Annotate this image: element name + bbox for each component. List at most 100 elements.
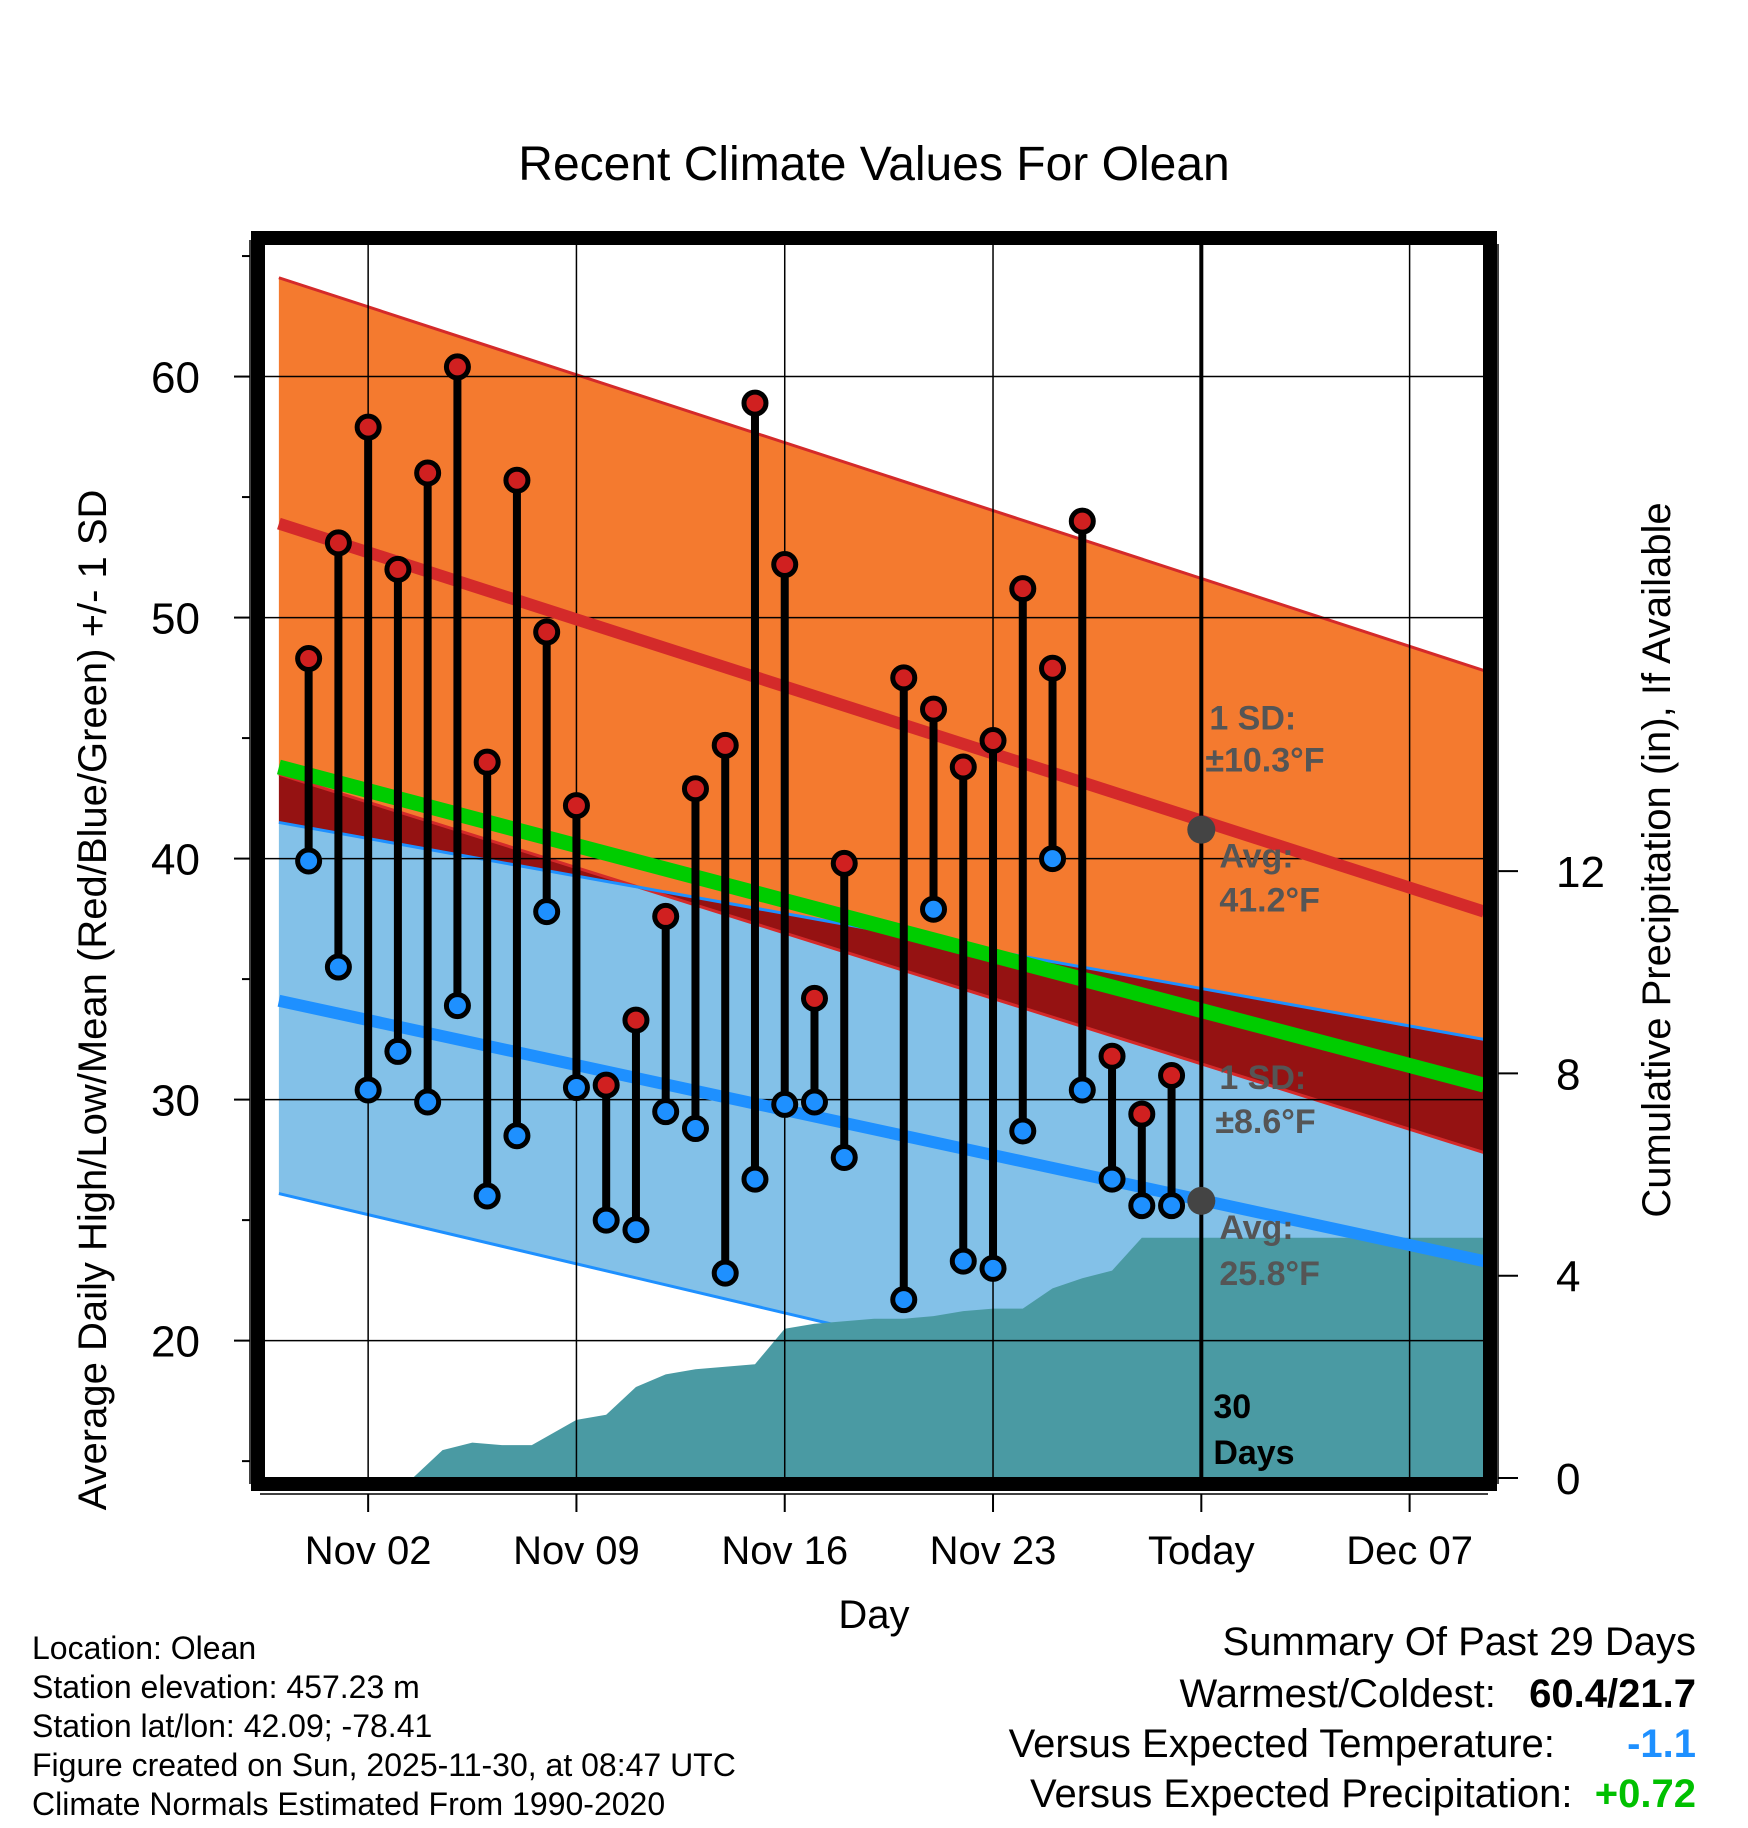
observed-high-point	[741, 389, 769, 417]
observed-low-point	[622, 1216, 650, 1244]
observed-high-point	[1098, 1042, 1126, 1070]
observed-low-point	[1009, 1117, 1037, 1145]
observed-high-point	[800, 984, 828, 1012]
summary-temp-value: -1.1	[1627, 1722, 1696, 1766]
observed-low-point	[384, 1037, 412, 1065]
observed-low-point	[562, 1074, 590, 1102]
observed-low-point	[652, 1098, 680, 1126]
high-sd-value: ±10.3°F	[1205, 742, 1324, 780]
observed-high-point	[681, 775, 709, 803]
observed-low-point	[533, 898, 561, 926]
observed-low-point	[1158, 1192, 1186, 1220]
y-tick-label: 20	[151, 1318, 200, 1367]
precipitation-area	[278, 1237, 1484, 1478]
observed-high-point	[771, 551, 799, 579]
high-avg-label: Avg:	[1219, 838, 1293, 876]
summary-temp-label: Versus Expected Temperature:	[1008, 1722, 1555, 1766]
high-avg-value: 41.2°F	[1219, 882, 1320, 920]
observed-high-point	[1039, 654, 1067, 682]
observed-high-point	[414, 459, 442, 487]
observed-high-point	[1128, 1100, 1156, 1128]
observed-high-point	[711, 731, 739, 759]
observed-high-point	[443, 353, 471, 381]
info-elevation: Station elevation: 457.23 m	[32, 1669, 420, 1705]
observed-high-point	[324, 529, 352, 557]
observed-low-point	[830, 1143, 858, 1171]
observed-high-point	[354, 413, 382, 441]
observed-low-point	[771, 1090, 799, 1118]
summary-warm-cold: Warmest/Coldest: 60.4/21.7	[1179, 1672, 1696, 1717]
low-avg-value: 25.8°F	[1219, 1255, 1320, 1293]
y2-tick-label: 12	[1556, 848, 1605, 897]
high-avg-line	[277, 517, 1484, 918]
y-axis-right-label: Cumulative Precipitation (in), If Availa…	[1635, 502, 1679, 1217]
plot-overlay: 1 SD: ±10.3°F Avg: 41.2°F 1 SD: ±8.6°F Avg: 25.…	[151, 231, 1605, 1573]
observed-low-point	[920, 895, 948, 923]
observed-low-point	[711, 1259, 739, 1287]
y2-tick-label: 4	[1556, 1253, 1580, 1302]
observed-low-point	[473, 1182, 501, 1210]
observed-low-point	[592, 1206, 620, 1234]
observed-low-point	[681, 1115, 709, 1143]
observed-high-point	[562, 792, 590, 820]
high-sd-label: 1 SD:	[1209, 700, 1296, 738]
observed-high-point	[384, 555, 412, 583]
observed-low-point	[414, 1088, 442, 1116]
low-sd-label: 1 SD:	[1219, 1059, 1306, 1097]
observed-high-point	[979, 726, 1007, 754]
observed-low-point	[295, 847, 323, 875]
observed-high-point	[295, 645, 323, 673]
summary-warm-cold-label: Warmest/Coldest:	[1179, 1672, 1496, 1716]
observed-high-point	[592, 1071, 620, 1099]
observed-low-point	[503, 1122, 531, 1150]
observed-high-point	[622, 1006, 650, 1034]
x-tick-label: Dec 07	[1346, 1529, 1473, 1573]
observed-low-point	[800, 1088, 828, 1116]
today-low-avg-marker	[1187, 1186, 1216, 1215]
info-location: Location: Olean	[32, 1630, 257, 1666]
summary-precip-value: +0.72	[1594, 1772, 1696, 1816]
observed-high-point	[1009, 575, 1037, 603]
observed-high-point	[473, 748, 501, 776]
y-tick-label: 50	[151, 595, 200, 644]
observed-low-point	[354, 1076, 382, 1104]
x-tick-label: Nov 16	[721, 1529, 848, 1573]
observed-low-point	[741, 1165, 769, 1193]
summary-heading: Summary Of Past 29 Days	[1223, 1620, 1696, 1665]
observed-low-point	[1068, 1076, 1096, 1104]
y-tick-label: 60	[151, 354, 200, 403]
x-tick-label: Nov 23	[930, 1529, 1057, 1573]
high-minus-sd-edge	[278, 772, 1484, 1155]
y-axis-left-label: Average Daily High/Low/Mean (Red/Blue/Gr…	[71, 490, 115, 1511]
plot-area	[264, 244, 1484, 1478]
observed-high-point	[949, 753, 977, 781]
y-tick-label: 40	[151, 836, 200, 885]
summary-heading-text: Summary Of Past 29 Days	[1222, 1620, 1696, 1664]
observed-low-point	[979, 1254, 1007, 1282]
info-created: Figure created on Sun, 2025-11-30, at 08…	[32, 1747, 736, 1783]
y2-tick-label: 8	[1556, 1050, 1580, 1099]
low-sd-value: ±8.6°F	[1215, 1103, 1315, 1141]
mean-avg-line	[276, 759, 1484, 1093]
info-normals-period: Climate Normals Estimated From 1990-2020	[32, 1786, 666, 1822]
y2-tick-label: 0	[1556, 1455, 1580, 1504]
observed-high-point	[1068, 507, 1096, 535]
x-axis-label: Day	[838, 1593, 909, 1637]
info-latlon: Station lat/lon: 42.09; -78.41	[32, 1708, 433, 1744]
observed-high-point	[920, 695, 948, 723]
summary-warm-cold-value: 60.4/21.7	[1529, 1672, 1696, 1716]
low-avg-line	[277, 994, 1484, 1267]
observed-low-point	[949, 1247, 977, 1275]
x-tick-label: Today	[1148, 1529, 1255, 1573]
observed-low-point	[1098, 1165, 1126, 1193]
chart-title: Recent Climate Values For Olean	[518, 138, 1229, 191]
x-tick-label: Nov 09	[513, 1529, 640, 1573]
window-label-line1: 30	[1213, 1388, 1251, 1426]
observed-low-point	[443, 992, 471, 1020]
observed-low-point	[890, 1286, 918, 1314]
window-label-line2: Days	[1213, 1434, 1294, 1472]
x-tick-label: Nov 02	[305, 1529, 432, 1573]
observed-high-point	[1158, 1062, 1186, 1090]
summary-precip-label: Versus Expected Precipitation:	[1030, 1772, 1573, 1816]
